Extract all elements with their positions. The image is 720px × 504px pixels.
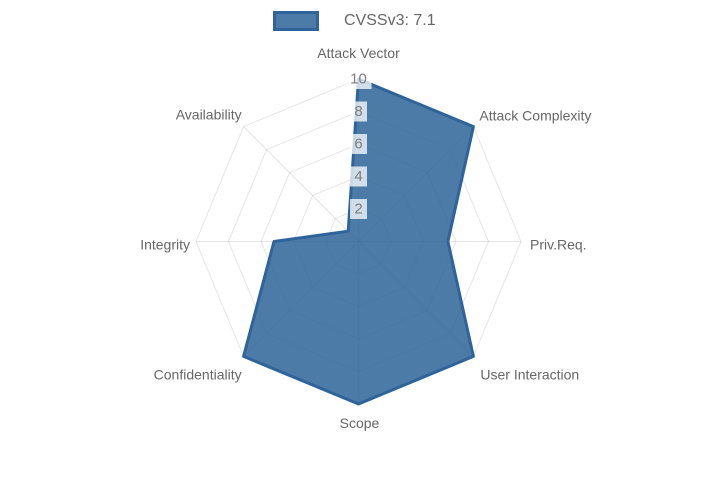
axis-label-priv-req: Priv.Req. bbox=[530, 237, 587, 253]
tick-label: 10 bbox=[350, 71, 367, 88]
axis-line bbox=[243, 126, 359, 242]
axis-label-scope: Scope bbox=[340, 415, 380, 431]
tick-backdrop bbox=[350, 166, 367, 187]
tick-label: 2 bbox=[354, 201, 362, 218]
legend-label: CVSSv3: 7.1 bbox=[344, 12, 436, 29]
legend-swatch-icon bbox=[273, 11, 319, 31]
tick-backdrop bbox=[350, 134, 367, 154]
tick-backdrop bbox=[350, 101, 367, 122]
axis-label-attack-complexity: Attack Complexity bbox=[479, 108, 591, 124]
tick-label: 6 bbox=[354, 136, 362, 153]
axis-label-user-interaction: User Interaction bbox=[480, 366, 579, 382]
axis-label-attack-vector: Attack Vector bbox=[317, 45, 400, 61]
axis-label-integrity: Integrity bbox=[140, 237, 190, 253]
tick-backdrop bbox=[350, 199, 367, 219]
axis-label-confidentiality: Confidentiality bbox=[154, 366, 242, 382]
legend-item[interactable]: CVSSv3: 7.1 bbox=[273, 11, 436, 31]
tick-label: 8 bbox=[354, 103, 362, 120]
axis-label-availability: Availability bbox=[176, 107, 242, 123]
tick-backdrop bbox=[345, 69, 372, 89]
tick-label: 4 bbox=[354, 168, 362, 185]
series-polygon[interactable] bbox=[242, 77, 475, 406]
